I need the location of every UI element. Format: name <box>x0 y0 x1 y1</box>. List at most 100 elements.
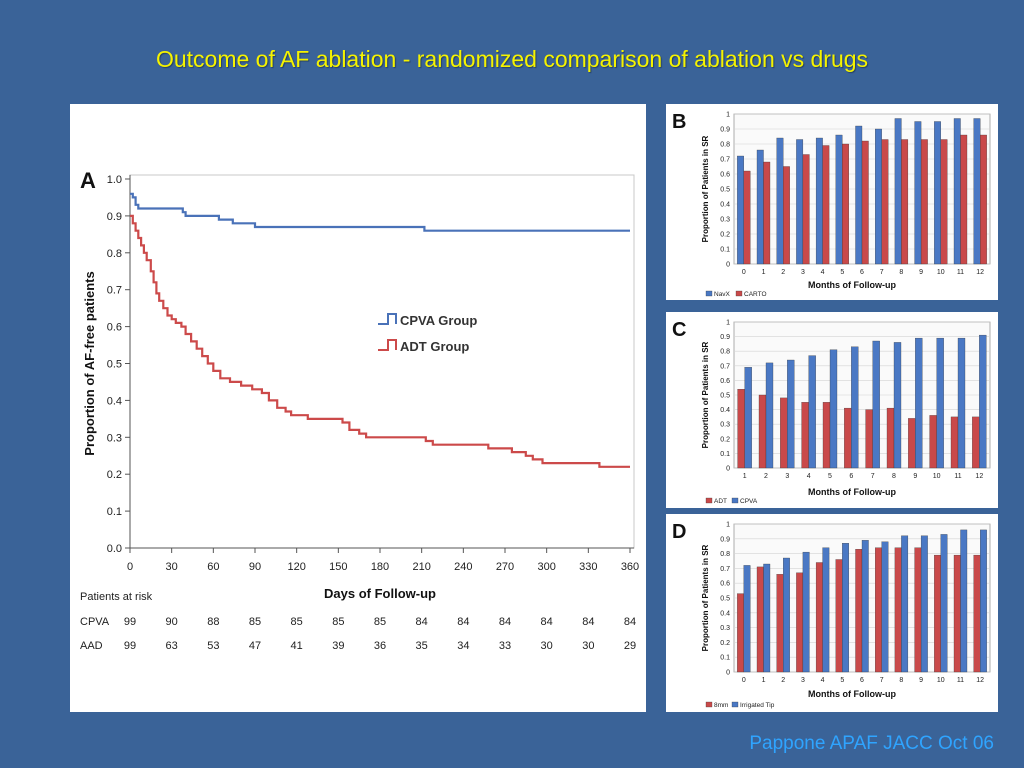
y-tick-label: 1 <box>726 320 730 327</box>
x-tick-label: 1 <box>743 473 747 480</box>
y-axis-title: Proportion of Patients in SR <box>701 341 710 448</box>
y-tick-label: 1.0 <box>107 174 122 186</box>
8mm-bar <box>815 562 823 673</box>
adt-bar <box>822 402 831 469</box>
y-tick-label: 0.5 <box>720 393 730 400</box>
x-tick-label: 11 <box>957 677 964 684</box>
x-tick-label: 7 <box>880 269 884 276</box>
carto-bar <box>920 139 928 265</box>
cpva-bar <box>787 359 795 469</box>
risk-table-cell: 84 <box>582 616 594 628</box>
irrigated-tip-bar <box>763 563 771 673</box>
8mm-bar <box>875 547 882 673</box>
risk-table-cell: 30 <box>541 640 553 652</box>
panel-a-svg: A 0.0 0.1 0.2 0.3 0.4 0.5 0.6 0.7 0.8 0.9 1.0 0 30 60 9… <box>80 168 639 652</box>
carto-bar <box>861 140 869 265</box>
irrigated-tip-bar <box>743 565 751 673</box>
x-tick-label: 1 <box>762 677 766 684</box>
y-tick-label: 0.7 <box>720 363 730 370</box>
x-axis-title: Months of Follow-up <box>808 280 896 290</box>
risk-table-cell: 99 <box>124 640 136 652</box>
carto-bar <box>763 161 771 265</box>
navx-bar <box>855 125 863 265</box>
x-tick-label: 10 <box>937 677 945 684</box>
y-tick-label: 0.7 <box>720 157 730 164</box>
risk-table-cell: 99 <box>124 616 136 628</box>
carto-bar <box>940 139 948 265</box>
y-tick-label: 0.1 <box>720 247 730 254</box>
x-tick-label: 8 <box>899 677 903 684</box>
risk-table-cell: 88 <box>207 616 219 628</box>
8mm-legend-label: 8mm <box>714 702 728 709</box>
panel-b-bar-chart: B 0 0.1 0.2 0.3 0.4 0.5 0.6 0.7 0.8 0.9 1 0 1 2 3 4 5 6 7 8 9… <box>666 104 998 300</box>
irrigated-tip-bar <box>842 543 849 673</box>
panel-letter: B <box>672 111 686 133</box>
x-tick-label: 1 <box>762 269 766 276</box>
adt-bar <box>950 416 959 469</box>
y-tick-label: 0.3 <box>720 625 730 632</box>
irrigated-tip-bar <box>861 540 869 673</box>
risk-row-label: AAD <box>80 640 103 652</box>
8mm-bar <box>737 593 744 673</box>
y-tick-label: 0.5 <box>720 596 730 603</box>
x-tick-label: 2 <box>764 473 768 480</box>
risk-row-label: CPVA <box>80 616 110 628</box>
irrigated-tip-bar <box>920 535 928 673</box>
adt-bar <box>865 409 873 469</box>
x-axis-title: Months of Follow-up <box>808 487 896 497</box>
x-tick-label: 5 <box>840 269 844 276</box>
8mm-bar <box>953 554 961 673</box>
x-tick-label: 6 <box>860 677 864 684</box>
y-tick-label: 0.9 <box>720 334 730 341</box>
carto-bar <box>802 154 810 265</box>
x-tick-label: 6 <box>860 269 864 276</box>
risk-table-cell: 85 <box>291 616 303 628</box>
carto-bar <box>822 145 830 265</box>
x-tick-label: 6 <box>849 473 853 480</box>
y-tick-label: 0 <box>726 466 730 473</box>
adt-legend-swatch <box>705 497 713 504</box>
x-tick-label: 8 <box>899 269 903 276</box>
x-tick-label: 9 <box>919 677 923 684</box>
navx-legend-label: NavX <box>714 291 731 298</box>
y-tick-label: 0.3 <box>720 422 730 429</box>
cpva-bar <box>744 367 752 469</box>
x-tick-label: 180 <box>371 561 389 573</box>
cpva-bar <box>915 337 923 469</box>
x-tick-label: 12 <box>975 473 983 480</box>
irrigated-tip-bar <box>901 535 909 673</box>
adt-group-legend-label: ADT Group <box>400 339 469 354</box>
x-tick-label: 30 <box>166 561 178 573</box>
adt-group-legend-swatch <box>378 339 397 351</box>
risk-table-cell: 34 <box>457 640 469 652</box>
navx-bar <box>894 118 902 265</box>
cpva-group-legend-label: CPVA Group <box>400 313 477 328</box>
x-tick-label: 9 <box>919 269 923 276</box>
8mm-bar <box>934 554 941 673</box>
y-axis-title: Proportion of Patients in SR <box>701 544 710 651</box>
y-tick-label: 0.9 <box>720 536 730 543</box>
x-tick-label: 240 <box>454 561 472 573</box>
carto-bar <box>743 170 751 265</box>
y-tick-label: 1 <box>726 112 730 119</box>
cpva-bar <box>829 349 838 469</box>
x-tick-label: 120 <box>287 561 305 573</box>
adt-legend-label: ADT <box>714 498 727 505</box>
cpva-legend-label: CPVA <box>740 498 758 505</box>
cpva-bar <box>936 337 944 469</box>
x-tick-label: 300 <box>537 561 555 573</box>
8mm-bar <box>756 566 764 673</box>
risk-table-cell: 29 <box>624 640 636 652</box>
carto-legend-swatch <box>735 290 743 297</box>
x-tick-label: 0 <box>742 269 746 276</box>
y-tick-label: 0.7 <box>107 285 122 297</box>
x-tick-label: 12 <box>976 677 984 684</box>
y-tick-label: 1 <box>726 522 730 529</box>
x-tick-label: 4 <box>821 269 825 276</box>
8mm-bar <box>835 559 843 673</box>
y-tick-label: 0.6 <box>720 172 730 179</box>
8mm-bar <box>796 572 804 673</box>
y-tick-label: 0.4 <box>720 610 730 617</box>
risk-table-cell: 39 <box>332 640 344 652</box>
panel-a-kaplan-meier-chart: A 0.0 0.1 0.2 0.3 0.4 0.5 0.6 0.7 0.8 0.9 1.0 0 30 60 9… <box>70 104 646 712</box>
